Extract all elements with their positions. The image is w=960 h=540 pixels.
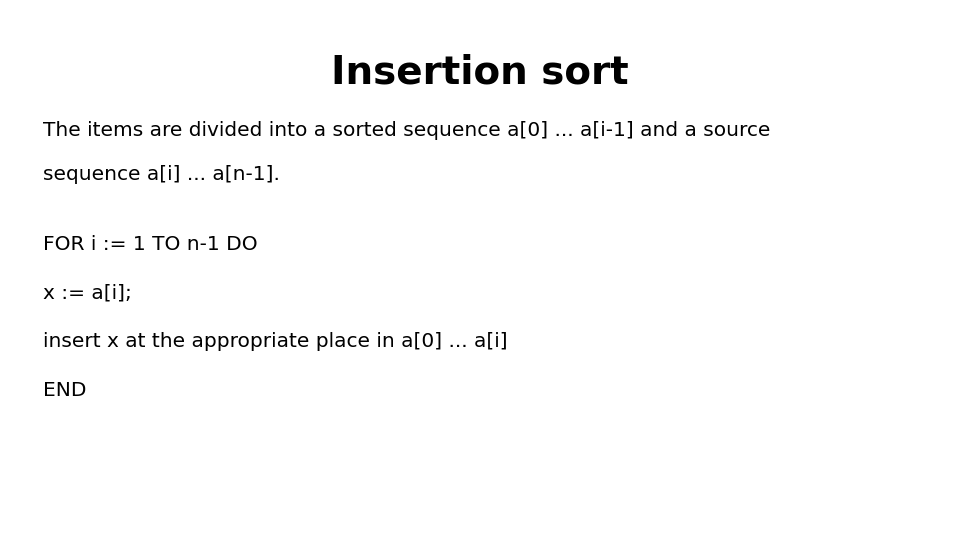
Text: FOR i := 1 TO n-1 DO: FOR i := 1 TO n-1 DO	[43, 235, 258, 254]
Text: x := a[i];: x := a[i];	[43, 284, 132, 302]
Text: Insertion sort: Insertion sort	[331, 54, 629, 92]
Text: The items are divided into a sorted sequence a[0] ... a[i-1] and a source: The items are divided into a sorted sequ…	[43, 122, 771, 140]
Text: sequence a[i] ... a[n-1].: sequence a[i] ... a[n-1].	[43, 165, 280, 184]
Text: END: END	[43, 381, 86, 400]
Text: insert x at the appropriate place in a[0] ... a[i]: insert x at the appropriate place in a[0…	[43, 332, 508, 351]
